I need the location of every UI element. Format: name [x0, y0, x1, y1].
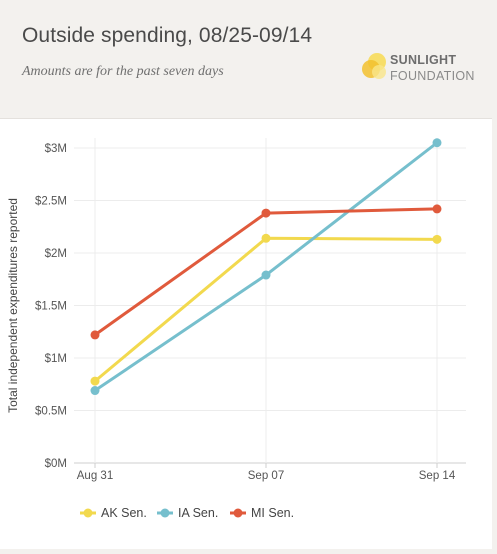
legend-swatch-dot — [233, 508, 243, 518]
y-tick-label: $2M — [45, 248, 67, 260]
chart-header: Outside spending, 08/25-09/14 Amounts ar… — [0, 0, 497, 118]
y-axis-label: Total independent expenditures reported — [6, 198, 20, 413]
data-point — [90, 376, 100, 386]
y-tick-label: $1.5M — [35, 301, 67, 313]
legend-swatch-dot — [83, 508, 93, 518]
y-tick-label: $0.5M — [35, 406, 67, 418]
logo-line2: FOUNDATION — [390, 69, 475, 83]
data-point — [261, 270, 271, 280]
grid-layer — [74, 138, 466, 464]
legend-label: IA Sen. — [178, 506, 218, 520]
data-point — [432, 138, 442, 148]
legend-layer: AK Sen. IA Sen. MI Sen. — [80, 506, 294, 520]
data-point — [90, 330, 100, 340]
chart-title: Outside spending, 08/25-09/14 — [22, 24, 313, 47]
data-point — [261, 208, 271, 218]
line-chart: $0M $0.5M $1M $1.5M $2M $2.5M $3M Aug 31 Sep 07 S… — [6, 138, 466, 520]
legend-label: AK Sen. — [101, 506, 147, 520]
logo-line1: SUNLIGHT — [390, 53, 457, 67]
data-point — [261, 233, 271, 243]
y-tick-label: $1M — [45, 353, 67, 365]
data-point — [90, 386, 100, 396]
y-tick-label: $0M — [45, 458, 67, 470]
chart-panel: $0M $0.5M $1M $1.5M $2M $2.5M $3M Aug 31 Sep 07 S… — [0, 118, 492, 549]
y-tick-label: $3M — [45, 143, 67, 155]
axis-layer: $0M $0.5M $1M $1.5M $2M $2.5M $3M Aug 31 Sep 07 S… — [6, 143, 456, 482]
data-point — [432, 234, 442, 244]
sunlight-foundation-logo: SUNLIGHT FOUNDATION — [360, 50, 474, 90]
x-tick-label: Sep 07 — [248, 470, 284, 482]
legend-label: MI Sen. — [251, 506, 294, 520]
x-tick-label: Aug 31 — [77, 470, 113, 482]
legend-swatch-dot — [160, 508, 170, 518]
x-tick-label: Sep 14 — [419, 470, 456, 482]
chart-subtitle: Amounts are for the past seven days — [22, 64, 224, 79]
data-point — [432, 204, 442, 214]
sun-icon — [362, 53, 386, 79]
y-tick-label: $2.5M — [35, 196, 67, 208]
series-layer — [90, 138, 442, 396]
